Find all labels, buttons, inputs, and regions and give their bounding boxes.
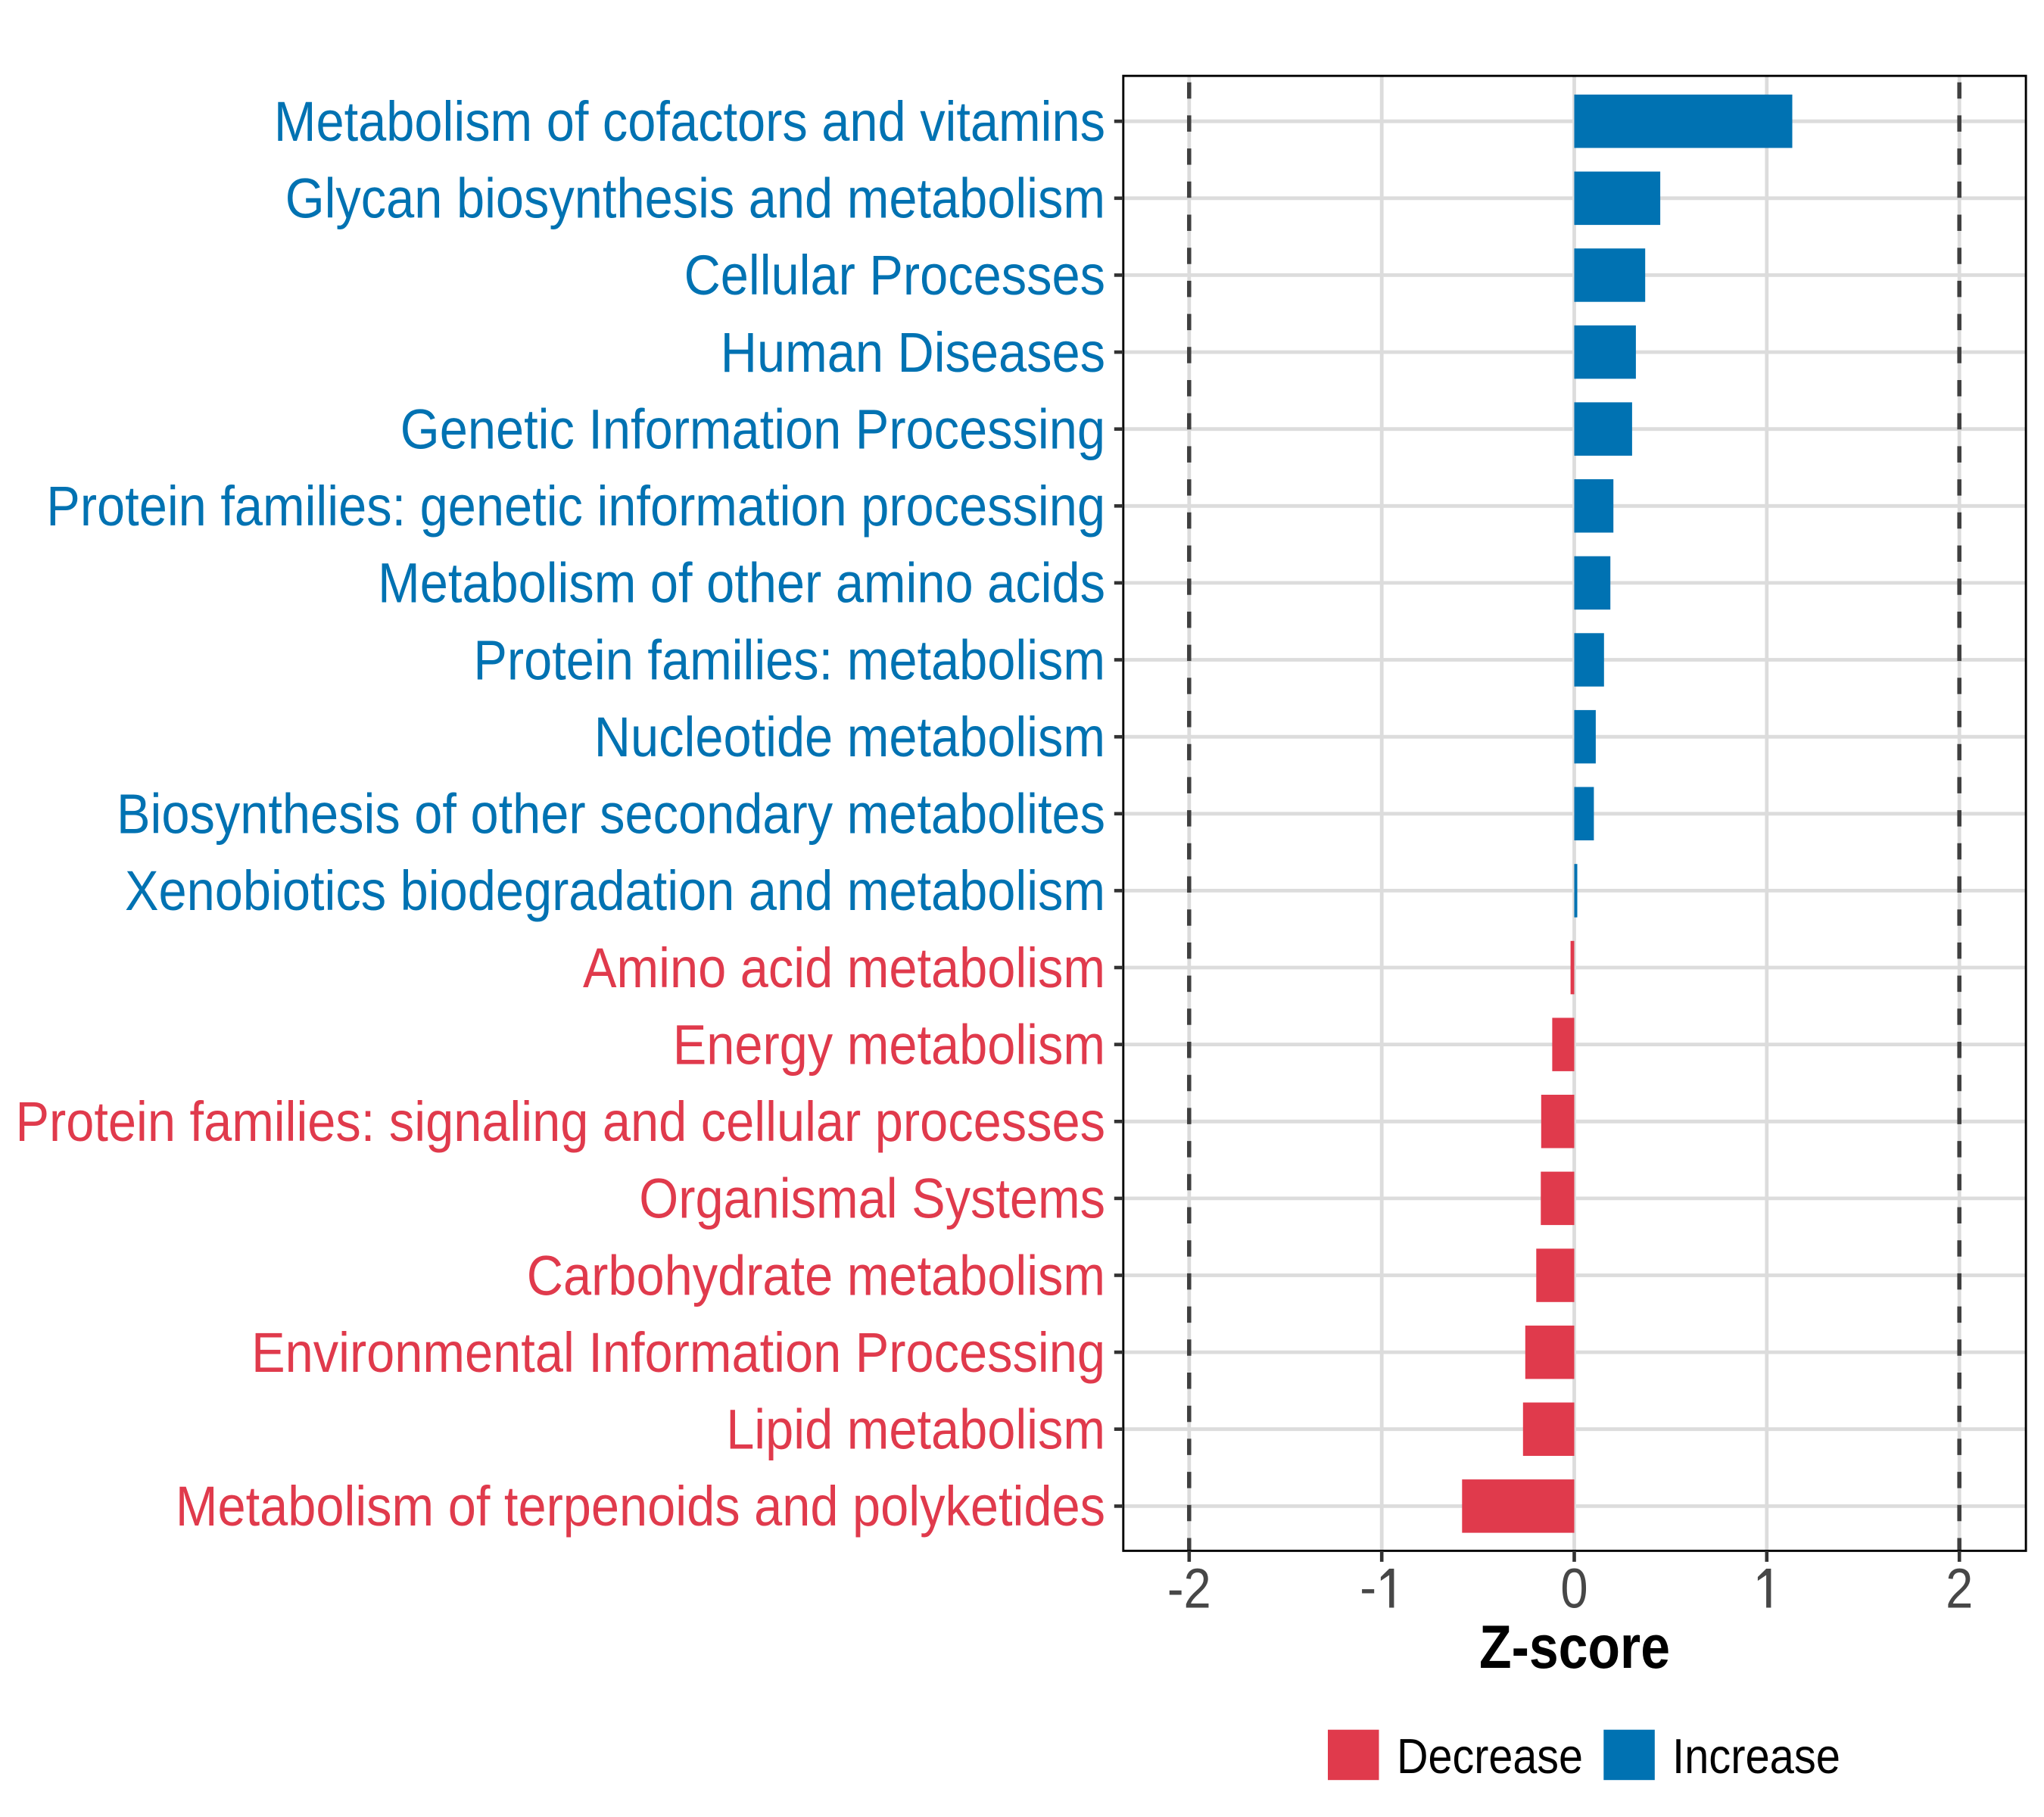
svg-text:Metabolism of other amino acid: Metabolism of other amino acids	[378, 552, 1105, 615]
svg-text:Amino acid metabolism: Amino acid metabolism	[583, 937, 1105, 999]
svg-text:Human Diseases: Human Diseases	[721, 321, 1105, 384]
svg-text:Energy metabolism: Energy metabolism	[673, 1013, 1105, 1076]
svg-text:Z-score: Z-score	[1479, 1613, 1670, 1681]
svg-text:Cellular Processes: Cellular Processes	[684, 244, 1105, 307]
svg-text:Protein families: metabolism: Protein families: metabolism	[473, 628, 1105, 691]
svg-text:Decrease: Decrease	[1397, 1728, 1583, 1784]
svg-text:Metabolism of cofactors and vi: Metabolism of cofactors and vitamins	[274, 90, 1105, 153]
svg-text:0: 0	[1560, 1557, 1588, 1620]
svg-text:Lipid metabolism: Lipid metabolism	[726, 1398, 1105, 1461]
svg-text:Increase: Increase	[1672, 1728, 1840, 1784]
svg-text:Protein families: genetic info: Protein families: genetic information pr…	[46, 475, 1105, 538]
svg-text:Organismal Systems: Organismal Systems	[639, 1167, 1105, 1230]
svg-text:Nucleotide metabolism: Nucleotide metabolism	[594, 706, 1105, 768]
svg-text:Biosynthesis of other secondar: Biosynthesis of other secondary metaboli…	[117, 783, 1105, 846]
svg-text:Genetic Information Processing: Genetic Information Processing	[400, 398, 1105, 461]
svg-text:Protein families: signaling an: Protein families: signaling and cellular…	[16, 1090, 1106, 1153]
svg-text:-2: -2	[1167, 1557, 1211, 1620]
svg-text:Environmental Information Proc: Environmental Information Processing	[251, 1321, 1105, 1384]
svg-text:Carbohydrate metabolism: Carbohydrate metabolism	[527, 1244, 1105, 1307]
svg-text:Metabolism of terpenoids and p: Metabolism of terpenoids and polyketides	[176, 1475, 1105, 1538]
svg-text:2: 2	[1946, 1557, 1973, 1620]
svg-text:Glycan biosynthesis and metabo: Glycan biosynthesis and metabolism	[285, 167, 1105, 230]
svg-text:Xenobiotics biodegradation and: Xenobiotics biodegradation and metabolis…	[125, 859, 1105, 922]
